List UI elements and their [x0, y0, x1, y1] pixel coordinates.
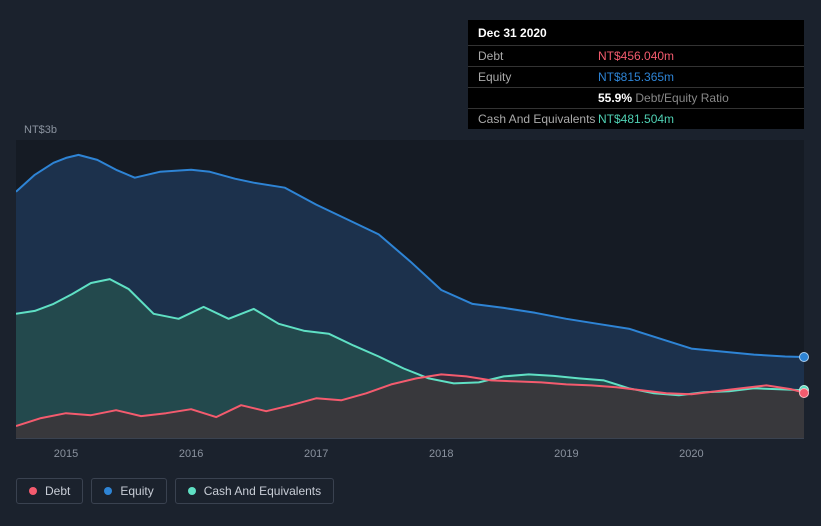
x-axis-tick: 2020: [679, 448, 703, 460]
legend-item[interactable]: Debt: [16, 478, 83, 504]
tooltip-value: 55.9% Debt/Equity Ratio: [598, 91, 729, 105]
tooltip-key: Debt: [478, 49, 598, 63]
legend-label: Debt: [45, 484, 70, 498]
chart-legend: Debt Equity Cash And Equivalents: [16, 478, 334, 504]
tooltip-row: 55.9% Debt/Equity Ratio: [468, 87, 804, 108]
chart-tooltip: Dec 31 2020 DebtNT$456.040mEquityNT$815.…: [468, 20, 804, 129]
legend-color-dot: [29, 487, 37, 495]
tooltip-value: NT$456.040m: [598, 49, 674, 63]
x-axis-tick: 2019: [554, 448, 578, 460]
tooltip-value: NT$481.504m: [598, 112, 674, 126]
tooltip-value: NT$815.365m: [598, 70, 674, 84]
tooltip-row: Cash And EquivalentsNT$481.504m: [468, 108, 804, 129]
legend-label: Equity: [120, 484, 153, 498]
tooltip-key: Cash And Equivalents: [478, 112, 598, 126]
x-axis-line: [16, 438, 804, 439]
tooltip-key: [478, 91, 598, 105]
tooltip-row: DebtNT$456.040m: [468, 45, 804, 66]
x-axis-tick: 2016: [179, 448, 203, 460]
legend-item[interactable]: Equity: [91, 478, 166, 504]
x-axis-tick: 2015: [54, 448, 78, 460]
legend-item[interactable]: Cash And Equivalents: [175, 478, 334, 504]
chart-plot-area[interactable]: [16, 140, 804, 438]
tooltip-row: EquityNT$815.365m: [468, 66, 804, 87]
y-axis-label-max: NT$3b: [24, 124, 57, 136]
legend-label: Cash And Equivalents: [204, 484, 321, 498]
legend-color-dot: [104, 487, 112, 495]
series-end-dot: [799, 352, 809, 362]
legend-color-dot: [188, 487, 196, 495]
area-chart-svg: [16, 140, 804, 438]
tooltip-key: Equity: [478, 70, 598, 84]
series-end-dot: [799, 388, 809, 398]
x-axis-tick: 2017: [304, 448, 328, 460]
x-axis-tick: 2018: [429, 448, 453, 460]
tooltip-date: Dec 31 2020: [468, 26, 804, 45]
